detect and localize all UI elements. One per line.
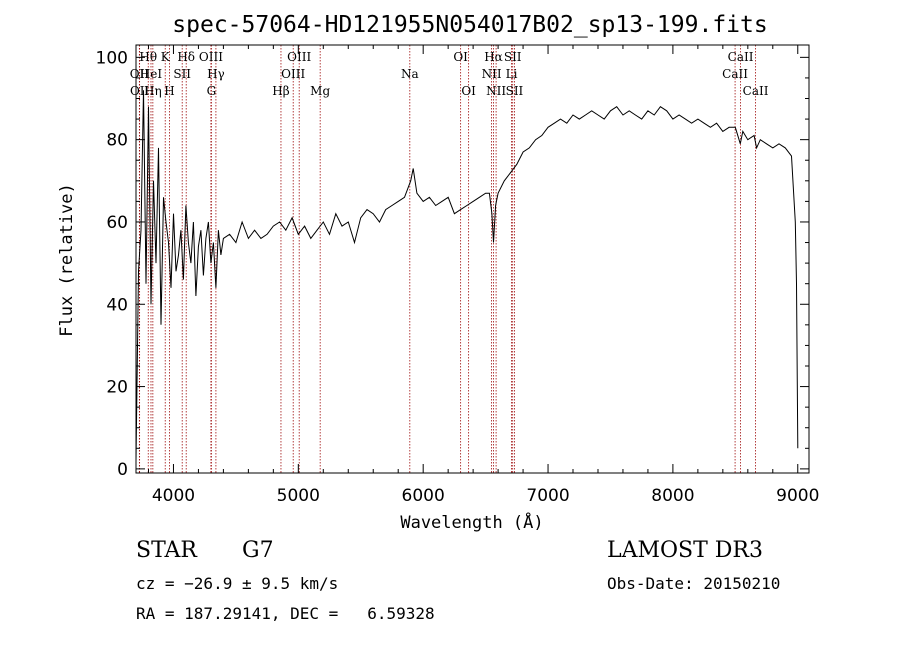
spectral-line-label: NII [486,84,506,98]
x-tick-label: 9000 [776,486,819,506]
redshift-cz: cz = −26.9 ± 9.5 km/s [136,574,339,593]
observation-date: Obs-Date: 20150210 [607,574,781,593]
spectral-line-label: OI [453,50,468,64]
spectral-line-label: OIII [281,67,305,81]
spectrum-chart: spec-57064-HD121955N054017B02_sp13-199.f… [57,12,819,533]
spectral-line-label: OIII [199,50,223,64]
spectral-line-label: SII [173,67,191,81]
x-tick-label: 4000 [152,486,195,506]
y-tick-label: 100 [96,48,128,68]
spectral-line-label: K [161,50,171,64]
y-tick-label: 20 [106,378,128,398]
object-class: STAR [136,538,197,563]
y-axis-ticks: 0 20 40 60 80 100 [96,48,809,480]
x-tick-label: 8000 [651,486,694,506]
y-tick-label: 60 [106,213,128,233]
x-axis-ticks: 4000 5000 6000 7000 8000 9000 [147,45,819,506]
spectral-line-markers [138,45,756,473]
x-tick-label: 7000 [526,486,569,506]
spectrum-series [135,90,799,461]
x-tick-label: 5000 [277,486,320,506]
spectral-line-label: Na [401,67,419,81]
spectral-line-label: H [164,84,174,98]
y-tick-label: 40 [106,295,128,315]
x-axis-label: Wavelength (Å) [400,511,543,533]
spectral-line-label: Li [506,67,518,81]
spectral-line-label: OII [130,84,150,98]
spectral-line-label: Mg [310,84,330,98]
spectral-line-labels: OII OII Hθ HeI Hη K H SII Hδ OIII G Hγ Hβ OIII OIII Mg N… [130,50,769,98]
spectral-line-label: Hβ [272,84,289,98]
coordinates: RA = 187.29141, DEC = 6.59328 [136,604,435,623]
spectral-line-label: Hδ [177,50,195,64]
y-tick-label: 0 [117,460,128,480]
x-tick-label: 6000 [402,486,445,506]
survey-name: LAMOST DR3 [607,538,763,563]
object-subclass: G7 [242,538,274,563]
spectral-line-label: CaII [728,50,754,64]
plot-frame [135,44,810,474]
y-axis-label: Flux (relative) [57,183,77,337]
spectral-line-label: Hγ [207,67,225,81]
spectral-line-label: OIII [287,50,311,64]
chart-title: spec-57064-HD121955N054017B02_sp13-199.f… [172,12,767,38]
spectral-line-label: HeI [140,67,163,81]
spectral-line-label: SII [506,84,524,98]
spectral-line-label: CaII [743,84,769,98]
spectral-line-label: OI [461,84,476,98]
spectral-line-label: G [207,84,217,98]
spectral-line-label: SII [504,50,522,64]
y-tick-label: 80 [106,131,128,151]
spectral-line-label: NII [482,67,502,81]
spectral-line-label: Hα [484,50,503,64]
spectral-line-label: OII [130,67,150,81]
spectral-line-label: Hη [144,84,162,98]
spectrum-line [135,90,799,461]
spectral-line-label: Hθ [139,50,157,64]
spectral-line-label: CaII [722,67,748,81]
